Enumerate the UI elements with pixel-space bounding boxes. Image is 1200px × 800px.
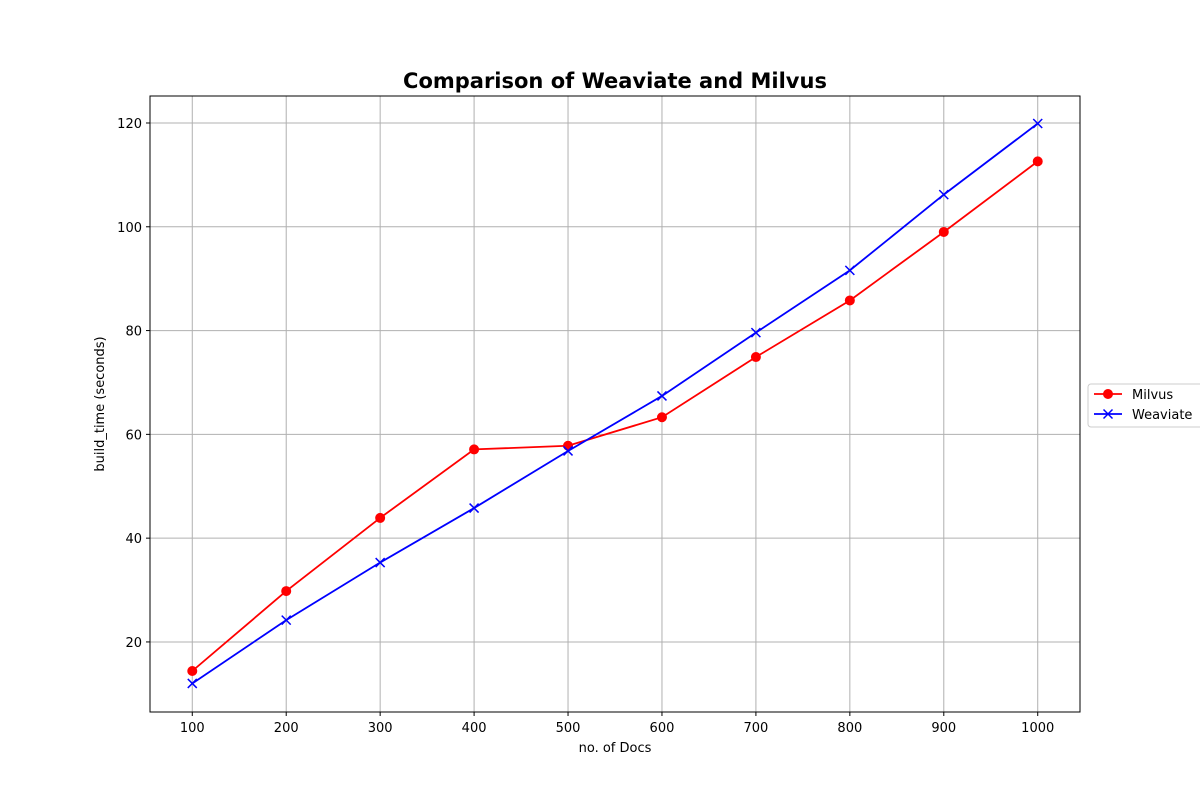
weaviate-point: [469, 503, 480, 514]
x-tick-label: 300: [368, 721, 393, 736]
milvus-point: [656, 412, 667, 423]
x-tick-label: 700: [743, 721, 768, 736]
x-tick-label: 400: [462, 721, 487, 736]
x-tick-label: 200: [274, 721, 299, 736]
y-tick-label: 80: [125, 325, 142, 340]
weaviate-point: [281, 615, 292, 626]
weaviate-point-stroke: [1032, 118, 1043, 129]
x-tick-label: 500: [556, 721, 581, 736]
ticks: 100 200 300 400 500 600 700 800 900 1000 20 40 60 80 1…: [117, 117, 1054, 736]
milvus-point: [187, 666, 198, 677]
weaviate-point-stroke: [844, 265, 855, 276]
weaviate-point-stroke: [938, 189, 949, 200]
weaviate-point: [750, 327, 761, 338]
weaviate-point: [844, 265, 855, 276]
weaviate-point-stroke: [187, 678, 198, 689]
x-tick-label: 1000: [1021, 721, 1054, 736]
x-tick-label: 100: [180, 721, 205, 736]
legend-weaviate-marker: [1102, 408, 1114, 420]
y-tick-label: 120: [117, 117, 142, 132]
x-tick-label: 800: [837, 721, 862, 736]
weaviate-point: [562, 445, 574, 456]
milvus-point: [469, 444, 480, 455]
grid: [150, 96, 1080, 712]
weaviate-line: [191, 122, 1039, 685]
weaviate-point: [656, 390, 668, 401]
series-layer: [187, 118, 1043, 689]
weaviate-point: [1032, 118, 1043, 129]
weaviate-series: [187, 118, 1043, 689]
y-tick-label: 100: [117, 221, 142, 236]
legend-weaviate-label: Weaviate: [1132, 408, 1192, 423]
y-tick-label: 40: [125, 532, 142, 547]
milvus-series: [187, 156, 1043, 677]
x-axis-label: no. of Docs: [579, 741, 652, 756]
chart-title: Comparison of Weaviate and Milvus: [403, 69, 827, 93]
weaviate-point: [938, 189, 949, 200]
y-tick-label: 60: [125, 428, 142, 443]
x-tick-label: 900: [931, 721, 956, 736]
legend-milvus-label: Milvus: [1132, 388, 1173, 403]
weaviate-point-stroke: [469, 503, 480, 514]
legend: Milvus Weaviate: [1087, 383, 1200, 428]
milvus-point: [750, 352, 761, 363]
weaviate-point-stroke: [375, 557, 386, 568]
milvus-line: [191, 160, 1039, 672]
plot-frame: [149, 95, 1081, 713]
y-tick-label: 20: [125, 636, 142, 651]
weaviate-point-stroke: [750, 327, 761, 338]
legend-weaviate-marker-stroke: [1102, 408, 1114, 420]
milvus-point: [1032, 156, 1043, 167]
weaviate-point-stroke: [281, 615, 292, 626]
weaviate-point-stroke: [656, 390, 668, 401]
weaviate-point-stroke: [562, 445, 574, 456]
milvus-point: [938, 226, 949, 237]
y-axis-label: build_time (seconds): [93, 336, 108, 471]
milvus-point: [844, 295, 855, 306]
legend-milvus-marker: [1103, 389, 1113, 399]
milvus-point: [375, 512, 386, 523]
weaviate-point: [375, 557, 386, 568]
milvus-point: [281, 586, 292, 597]
x-tick-label: 600: [650, 721, 675, 736]
weaviate-point: [187, 678, 198, 689]
